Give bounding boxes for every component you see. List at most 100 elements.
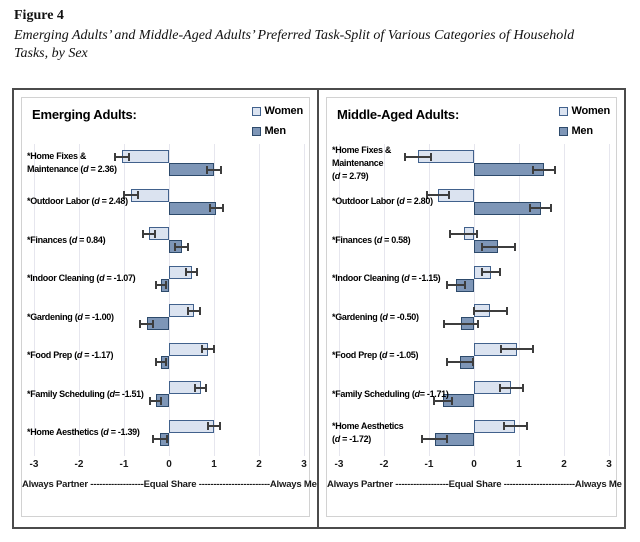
error-bar-cap: [141, 229, 144, 238]
error-bar-cap: [521, 383, 524, 392]
error-bar: [115, 155, 129, 158]
error-bar-cap: [481, 268, 484, 276]
x-tick-label: 0: [471, 459, 477, 470]
category-label: *Home Fixes & Maintenance (d = 2.79): [332, 144, 392, 181]
gridline: [609, 144, 610, 456]
category-label: *Food Prep (d = -1.17): [27, 350, 114, 360]
x-tick-label: 3: [301, 459, 307, 470]
legend-label-men: Men: [264, 125, 286, 137]
legend-label-women: Women: [264, 105, 303, 117]
x-tick-label: 2: [256, 459, 262, 470]
error-bar-cap: [165, 358, 168, 366]
error-bar-cap: [186, 306, 189, 315]
error-bar-cap: [480, 242, 483, 251]
error-bar: [202, 348, 214, 350]
error-bar-cap: [219, 422, 222, 430]
legend-item-women: Women: [559, 105, 610, 117]
error-bar-cap: [187, 242, 190, 251]
category-label: *Family Scheduling (d= -1.51): [27, 388, 144, 399]
error-bar-cap: [403, 152, 406, 161]
x-tick-label: 3: [606, 459, 612, 470]
error-bar-cap: [446, 435, 449, 443]
error-bar: [450, 232, 478, 235]
x-tick-label: 0: [166, 459, 172, 470]
error-bar-cap: [446, 358, 449, 366]
figure-label: Figure 4: [14, 8, 64, 23]
error-bar: [426, 194, 450, 196]
gridline: [34, 144, 35, 456]
error-bar: [443, 322, 479, 325]
error-bar-cap: [472, 306, 475, 315]
error-bar-cap: [550, 204, 553, 212]
panel-emerging-adults: Emerging Adults: Women Men -3 -2 -1 0 1 2 3 *Ho…: [14, 90, 319, 527]
error-bar-cap: [476, 229, 479, 238]
plot-area: -3 -2 -1 0 1 2 3 *Home Fixes & Maintenance (d = …: [22, 98, 317, 516]
error-bar: [532, 168, 555, 171]
gridline: [339, 144, 340, 456]
error-bar-cap: [421, 435, 424, 443]
error-bar: [150, 399, 161, 402]
x-tick-label: 1: [211, 459, 217, 470]
error-bar-cap: [198, 306, 201, 315]
error-bar-cap: [222, 204, 224, 212]
error-bar-cap: [185, 268, 188, 276]
category-label: *Home Aesthetics (d = -1.39): [27, 427, 140, 437]
error-bar-cap: [206, 422, 209, 430]
error-bar-cap: [500, 345, 503, 353]
gridline: [79, 144, 80, 456]
error-bar-cap: [152, 319, 155, 328]
category-label: *Outdoor Labor (d = 2.48): [27, 196, 128, 206]
error-bar: [195, 386, 206, 389]
error-bar: [209, 207, 223, 209]
error-bar-cap: [195, 268, 198, 276]
gridline: [429, 144, 430, 456]
error-bar-cap: [136, 191, 139, 199]
error-bar-cap: [442, 319, 445, 328]
error-bar-cap: [433, 396, 436, 405]
figure-header: Figure 4 Emerging Adults’ and Middle-Age…: [14, 8, 626, 63]
error-bar-cap: [201, 345, 204, 353]
gridline: [124, 144, 125, 456]
error-bar-cap: [513, 242, 516, 251]
x-tick-label: -1: [119, 459, 129, 470]
error-bar-cap: [528, 204, 531, 212]
error-bar: [404, 155, 431, 158]
category-label: *Indoor Cleaning (d = -1.15): [332, 273, 441, 283]
error-bar: [207, 425, 221, 427]
figure-subtitle: Emerging Adults’ and Middle-Aged Adults’…: [14, 27, 626, 63]
error-bar-cap: [213, 345, 215, 353]
category-label: *Gardening (d = -0.50): [332, 311, 419, 322]
gridline: [519, 144, 520, 456]
error-bar: [186, 271, 197, 273]
error-bar-cap: [449, 229, 452, 238]
plot-area: -3 -2 -1 0 1 2 3 *Home Fixes & Maintenance (d = 2…: [327, 98, 622, 516]
error-bar-cap: [503, 422, 506, 430]
axis-caption: Always Partner ------------------Equal S…: [22, 479, 317, 490]
gridline: [384, 144, 385, 456]
category-label: *Family Scheduling (d= -1.71): [332, 388, 449, 399]
x-tick-label: -1: [424, 459, 434, 470]
x-tick-label: -3: [29, 459, 39, 470]
error-bar: [434, 399, 453, 402]
error-bar-cap: [429, 152, 432, 161]
error-bar-cap: [499, 383, 502, 392]
panel-title: Middle-Aged Adults:: [337, 107, 460, 122]
x-tick-label: -2: [74, 459, 84, 470]
error-bar-cap: [531, 345, 534, 353]
error-bar: [529, 207, 552, 209]
legend-swatch-women: [252, 106, 262, 116]
error-bar-cap: [154, 281, 157, 289]
error-bar: [207, 168, 221, 171]
gridline: [474, 144, 475, 456]
x-tick-label: 1: [516, 459, 522, 470]
legend-swatch-men: [559, 126, 569, 136]
error-bar-cap: [471, 358, 474, 366]
legend-label-men: Men: [571, 125, 593, 137]
gridline: [169, 144, 170, 456]
gridline: [259, 144, 260, 456]
error-bar: [174, 245, 189, 248]
error-bar-cap: [206, 165, 209, 174]
error-bar: [447, 284, 465, 286]
error-bar-cap: [194, 383, 197, 392]
error-bar-cap: [123, 191, 125, 199]
